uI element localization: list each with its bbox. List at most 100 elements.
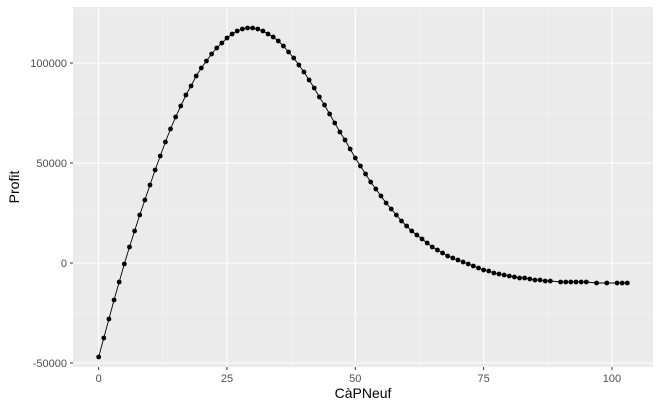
data-point: [547, 278, 553, 284]
data-point: [409, 228, 415, 234]
data-point: [578, 279, 584, 285]
data-point: [322, 102, 327, 108]
data-point: [414, 232, 420, 238]
data-point: [476, 265, 481, 271]
data-point: [419, 236, 425, 242]
y-tick-label: 100000: [30, 58, 67, 70]
data-point: [132, 228, 137, 234]
data-point: [378, 193, 384, 199]
data-point: [291, 55, 297, 61]
data-point: [342, 137, 348, 143]
series-points-group: [96, 25, 630, 360]
data-point: [116, 279, 122, 285]
series-line-group: [98, 27, 628, 358]
data-point: [101, 335, 107, 341]
x-tick-label: 50: [349, 373, 361, 385]
data-point: [465, 261, 471, 267]
data-point: [147, 182, 153, 188]
data-point: [568, 279, 574, 285]
data-point: [450, 255, 456, 261]
data-point: [368, 179, 374, 185]
data-point: [522, 275, 528, 281]
data-point: [209, 51, 214, 57]
data-point: [301, 69, 307, 75]
data-point: [229, 31, 235, 37]
data-point: [250, 25, 256, 31]
data-point: [388, 206, 394, 212]
data-point: [460, 259, 466, 265]
data-point: [506, 273, 512, 279]
series-line: [98, 27, 628, 358]
data-point: [127, 244, 132, 250]
data-point: [563, 279, 569, 285]
data-point: [219, 40, 225, 46]
data-point: [399, 218, 404, 224]
plot-panel: [73, 7, 653, 367]
data-point: [260, 28, 266, 34]
y-axis: -50000 0 50000 100000: [30, 58, 73, 370]
y-tick-label: 0: [61, 258, 67, 270]
x-tick-label: 25: [221, 373, 233, 385]
x-tick-label: 0: [96, 373, 102, 385]
data-point: [337, 129, 343, 135]
data-point: [512, 274, 517, 280]
data-point: [429, 244, 435, 250]
data-point: [558, 279, 564, 285]
data-point: [624, 280, 630, 286]
data-point: [234, 28, 240, 34]
data-point: [373, 186, 379, 192]
data-point: [224, 35, 230, 41]
data-point: [491, 270, 497, 276]
x-axis: 0 25 50 75 100: [96, 367, 621, 385]
data-point: [352, 155, 358, 161]
data-point: [404, 223, 410, 229]
data-point: [363, 171, 368, 177]
major-gridlines: [73, 7, 653, 367]
data-point: [435, 247, 440, 253]
data-point: [286, 49, 291, 55]
data-point: [204, 58, 209, 64]
data-point: [532, 277, 538, 283]
data-point: [517, 275, 522, 281]
data-point: [542, 278, 548, 284]
data-point: [594, 280, 599, 286]
data-point: [527, 276, 533, 282]
data-point: [573, 279, 579, 285]
data-point: [121, 261, 127, 267]
data-point: [198, 65, 204, 71]
data-point: [347, 146, 353, 152]
data-point: [142, 197, 148, 203]
data-point: [311, 85, 317, 91]
data-point: [358, 163, 363, 169]
data-point: [481, 267, 487, 273]
data-point: [183, 92, 189, 98]
data-point: [496, 271, 502, 277]
data-point: [188, 83, 194, 89]
data-point: [214, 45, 220, 51]
data-point: [614, 280, 620, 286]
data-point: [619, 280, 625, 286]
data-point: [455, 257, 461, 263]
data-point: [255, 26, 261, 32]
data-point: [137, 212, 143, 218]
data-point: [239, 26, 245, 32]
data-point: [96, 354, 102, 360]
data-point: [168, 126, 173, 132]
data-point: [537, 277, 543, 283]
data-point: [316, 94, 322, 100]
data-point: [270, 34, 276, 40]
y-tick-label: -50000: [33, 358, 67, 370]
data-point: [445, 253, 451, 259]
minor-gridlines: [73, 7, 653, 367]
y-tick-label: 50000: [36, 158, 67, 170]
data-point: [111, 297, 117, 303]
data-point: [383, 200, 389, 206]
data-point: [604, 280, 610, 286]
data-point: [306, 77, 312, 83]
y-axis-title: Profit: [6, 171, 22, 204]
data-point: [583, 279, 589, 285]
data-point: [106, 316, 112, 322]
data-point: [152, 167, 158, 173]
data-point: [245, 25, 250, 31]
